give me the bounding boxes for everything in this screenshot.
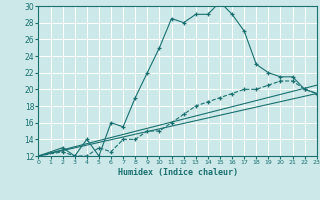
X-axis label: Humidex (Indice chaleur): Humidex (Indice chaleur)	[118, 168, 238, 177]
